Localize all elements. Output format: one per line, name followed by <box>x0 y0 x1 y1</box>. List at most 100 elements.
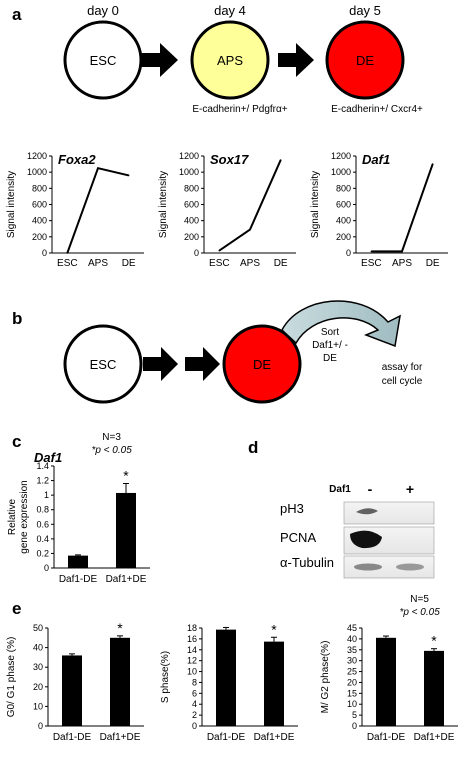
bar <box>216 629 236 726</box>
foxa2-line-chart: 0 200 400 600 800 1000 1200 ESC APS DE Foxa2 Signal… <box>6 151 144 269</box>
esc-cell <box>63 20 143 100</box>
band-ph3 <box>356 508 378 515</box>
y-tick-label: 1200 <box>179 151 199 161</box>
data-point <box>431 163 434 165</box>
blot-row-label: pH3 <box>280 501 304 516</box>
x-tick-label: APS <box>240 258 260 269</box>
y-tick-label: 4 <box>192 699 197 709</box>
blot-lane-minus: - <box>368 481 373 497</box>
y-tick-label: 30 <box>33 662 43 672</box>
sox17-line-chart: 0 200 400 600 800 1000 1200 ESC APS DE Sox17 Signal… <box>158 151 296 269</box>
x-tick-label: Daf1-DE <box>367 732 406 743</box>
bar <box>116 492 136 568</box>
band-tubulin <box>354 563 382 571</box>
de-cell <box>325 20 405 100</box>
y-axis-label: M/ G2 phase(%) <box>320 641 331 714</box>
de-cell-label: DE <box>356 53 374 68</box>
y-tick-label: 10 <box>187 667 197 677</box>
x-tick-label: Daf1+DE <box>100 732 141 743</box>
chart-title: Sox17 <box>210 152 249 167</box>
esc-cell-label: ESC <box>90 53 117 68</box>
panel-a-letter: a <box>12 5 22 24</box>
chart-title: Daf1 <box>34 450 62 465</box>
x-tick-label: Daf1+DE <box>254 732 295 743</box>
y-tick-label: 10 <box>33 701 43 711</box>
x-tick-label: APS <box>392 258 412 269</box>
y-tick-label: 200 <box>32 232 47 242</box>
y-tick-label: 18 <box>187 623 197 633</box>
day5-label: day 5 <box>349 3 381 18</box>
x-tick-label: ESC <box>209 258 230 269</box>
g0g1-bar-chart: 0 10 20 30 40 50 Daf1-DE Daf1+DE * G0/ G1 phase (… <box>6 620 144 743</box>
y-axis-label: Signal intensity <box>158 171 169 238</box>
bar <box>264 641 284 726</box>
x-tick-label: DE <box>426 258 440 269</box>
y-tick-label: 800 <box>184 183 199 193</box>
series-line <box>371 163 434 253</box>
blot-strip-tubulin <box>343 555 435 579</box>
data-point <box>66 252 69 254</box>
y-tick-label: 0.4 <box>36 534 49 544</box>
y-tick-label: 0 <box>44 563 49 573</box>
y-tick-label: 0 <box>194 248 199 258</box>
y-tick-label: 20 <box>33 682 43 692</box>
pvalue-annotation: *p < 0.05 <box>399 607 440 618</box>
y-tick-label: 1000 <box>331 167 351 177</box>
bar <box>424 650 444 726</box>
y-axis-label: Signal intensity <box>6 171 17 238</box>
blot-header-label: Daf1 <box>329 484 351 495</box>
x-tick-label: Daf1-DE <box>53 732 92 743</box>
y-tick-label: 5 <box>352 710 357 720</box>
y-tick-label: 20 <box>347 677 357 687</box>
y-tick-label: 30 <box>347 656 357 666</box>
de-cell-b-label: DE <box>253 357 271 372</box>
y-tick-label: 0 <box>38 721 43 731</box>
x-tick-label: APS <box>88 258 108 269</box>
y-axis-label: G0/ G1 phase (%) <box>6 637 17 718</box>
y-tick-label: 1200 <box>331 151 351 161</box>
band-tubulin <box>396 563 424 571</box>
arrow-right-icon <box>185 347 220 381</box>
y-tick-label: 1200 <box>27 151 47 161</box>
y-tick-label: 400 <box>336 216 351 226</box>
y-tick-label: 8 <box>192 677 197 687</box>
de-marker-label: E-cadherin+/ Cxcr4+ <box>331 104 423 115</box>
band-pcna <box>350 530 382 549</box>
chart-title: Foxa2 <box>58 152 96 167</box>
data-point <box>370 250 373 253</box>
sort-curved-arrow-icon <box>281 300 401 348</box>
y-tick-label: 600 <box>32 200 47 210</box>
pvalue-annotation: *p < 0.05 <box>91 445 132 456</box>
arrow-right-icon <box>143 347 178 381</box>
x-tick-label: ESC <box>361 258 382 269</box>
y-tick-label: 0 <box>346 248 351 258</box>
y-tick-label: 1000 <box>179 167 199 177</box>
sample-size-annotation: N=5 <box>410 594 429 605</box>
arrow-right-icon <box>142 43 178 77</box>
y-tick-label: 400 <box>184 216 199 226</box>
series-line <box>66 166 129 254</box>
y-tick-label: 10 <box>347 699 357 709</box>
assay-label-line1: assay for <box>382 362 423 373</box>
y-tick-label: 40 <box>347 634 357 644</box>
sort-label-line3: DE <box>323 353 337 364</box>
aps-cell <box>190 20 270 100</box>
y-axis-label: Relative <box>7 499 18 536</box>
data-point <box>218 249 221 252</box>
y-tick-label: 2 <box>192 710 197 720</box>
x-tick-label: Daf1-DE <box>59 574 98 585</box>
bar <box>68 555 88 568</box>
data-point <box>127 174 130 177</box>
x-tick-label: DE <box>122 258 136 269</box>
y-tick-label: 35 <box>347 645 357 655</box>
blot-strip-ph3 <box>343 501 435 525</box>
y-tick-label: 800 <box>32 183 47 193</box>
aps-marker-label: E-cadherin+/ Pdgfrα+ <box>192 104 287 115</box>
y-tick-label: 200 <box>184 232 199 242</box>
x-tick-label: DE <box>274 258 288 269</box>
y-tick-label: 0.6 <box>36 519 49 529</box>
panel-c-letter: c <box>12 432 21 451</box>
day4-label: day 4 <box>214 3 246 18</box>
